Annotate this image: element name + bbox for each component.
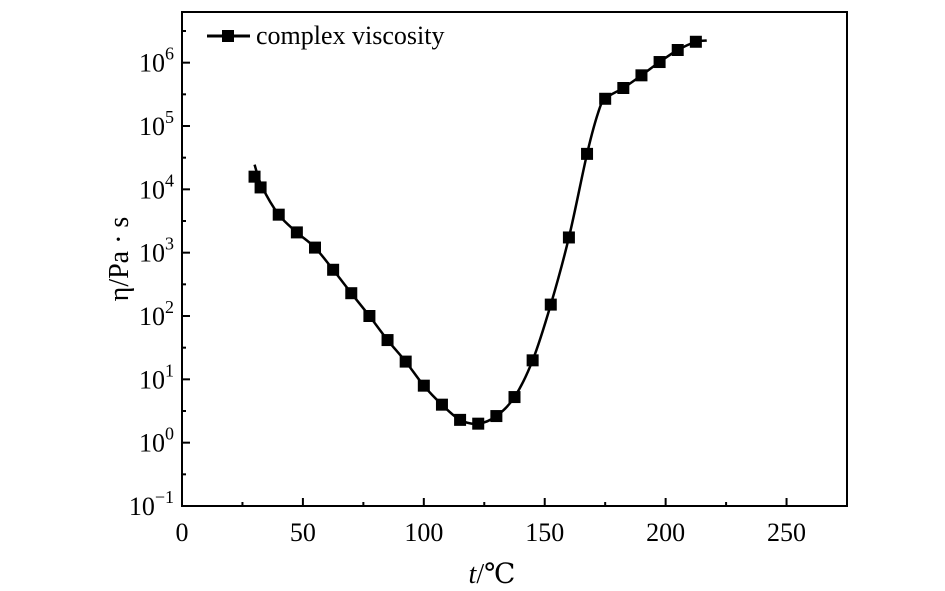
y-tick-label: 105 (139, 107, 174, 141)
data-point (635, 69, 648, 82)
y-tick-label: 103 (139, 234, 174, 268)
plot-frame (181, 11, 848, 507)
y-tick-label: 102 (139, 297, 174, 331)
y-axis-label: η/Pa · s (104, 217, 135, 302)
data-point (254, 181, 267, 194)
data-point (581, 147, 594, 160)
y-tick-base: 10 (139, 302, 165, 331)
series-line (253, 39, 707, 426)
x-tick-label: 200 (646, 518, 685, 547)
y-tick-exponent: −1 (155, 487, 174, 507)
series-layer (248, 35, 707, 430)
y-tick-base: 10 (139, 175, 165, 204)
y-tick-label: 101 (139, 360, 174, 394)
y-tick-exponent: 4 (165, 170, 174, 190)
y-tick-exponent: 0 (165, 424, 174, 444)
legend-marker (222, 30, 234, 42)
x-axis-unit: /℃ (476, 559, 515, 590)
y-tick-label: 104 (139, 170, 174, 204)
x-axis-ticks: 0 50 100 150 200 250 (176, 498, 806, 547)
data-point (454, 413, 467, 426)
data-point (327, 263, 340, 276)
data-point (435, 398, 448, 411)
data-point (653, 56, 666, 69)
data-point (417, 379, 430, 392)
data-point (544, 298, 557, 311)
y-tick-exponent: 6 (165, 44, 174, 64)
legend-label: complex viscosity (256, 21, 444, 50)
data-point (472, 417, 485, 430)
data-point (381, 334, 394, 347)
x-axis-label: t/℃ (469, 559, 516, 590)
x-tick-label: 150 (525, 518, 564, 547)
data-point (399, 355, 412, 368)
y-tick-exponent: 1 (165, 360, 174, 380)
y-tick-label: 100 (139, 424, 174, 458)
x-tick-label: 100 (404, 518, 443, 547)
legend: complex viscosity (207, 21, 444, 50)
data-point (490, 410, 503, 423)
data-point (671, 44, 684, 56)
y-tick-base: 10 (139, 365, 165, 394)
x-tick-label: 0 (176, 518, 189, 547)
data-point (290, 226, 303, 239)
y-tick-exponent: 5 (165, 107, 174, 127)
data-point (508, 391, 521, 404)
x-axis-variable: t (469, 559, 478, 590)
y-tick-exponent: 3 (165, 234, 174, 254)
y-tick-base: 10 (139, 49, 165, 78)
data-point (309, 241, 321, 254)
data-point (689, 35, 702, 48)
y-tick-base: 10 (139, 112, 165, 141)
data-point (248, 170, 261, 183)
data-point (272, 208, 285, 221)
data-point (599, 92, 612, 105)
x-tick-label: 250 (767, 518, 806, 547)
y-tick-base: 10 (139, 239, 165, 268)
y-tick-label: 10−1 (129, 487, 174, 521)
y-tick-base: 10 (139, 429, 165, 458)
data-point (562, 231, 575, 244)
y-tick-label: 106 (139, 44, 174, 78)
y-tick-base: 10 (129, 492, 155, 521)
data-point (526, 354, 539, 367)
data-point (345, 287, 358, 300)
x-tick-label: 50 (290, 518, 316, 547)
y-tick-exponent: 2 (165, 297, 174, 317)
data-point (617, 82, 630, 94)
data-point (363, 310, 376, 322)
